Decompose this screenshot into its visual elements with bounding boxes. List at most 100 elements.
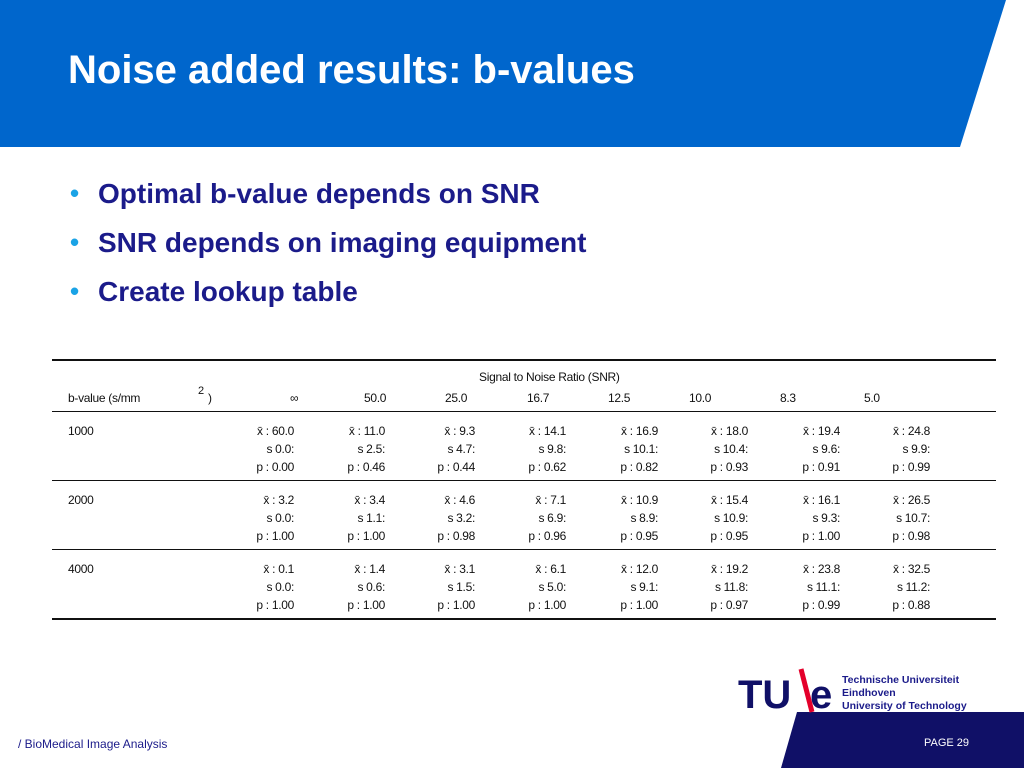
p-cell: p : 0.98 <box>892 529 930 543</box>
xbar-cell: x̄ : 19.2 <box>711 562 748 576</box>
p-cell: p : 1.00 <box>256 598 294 612</box>
s-cell: s 0.0: <box>266 511 294 525</box>
p-cell: p : 1.00 <box>437 598 475 612</box>
table-bottom-rule <box>52 618 996 620</box>
slide-title: Noise added results: b-values <box>68 48 635 92</box>
unit-superscript: 2 <box>198 385 204 397</box>
xbar-cell: x̄ : 0.1 <box>263 562 294 576</box>
xbar-cell: x̄ : 11.0 <box>348 424 385 438</box>
s-cell: s 10.1: <box>624 442 658 456</box>
xbar-cell: x̄ : 16.9 <box>621 424 658 438</box>
s-cell: s 0.0: <box>266 442 294 456</box>
s-cell: s 1.1: <box>357 511 385 525</box>
page-number: PAGE 29 <box>924 737 970 749</box>
snr-column-header: 5.0 <box>864 391 880 405</box>
xbar-cell: x̄ : 60.0 <box>257 424 294 438</box>
university-name: Technische Universiteit Eindhoven Univer… <box>842 674 967 713</box>
s-cell: s 11.1: <box>806 580 840 594</box>
bullet-text: SNR depends on imaging equipment <box>98 227 587 258</box>
logo-tu: TU <box>738 673 791 716</box>
university-line: Technische Universiteit <box>842 674 960 686</box>
s-cell: s 9.8: <box>538 442 566 456</box>
row-separator <box>52 480 996 481</box>
header-band <box>0 0 1006 147</box>
university-line: Eindhoven <box>842 687 896 699</box>
xbar-cell: x̄ : 26.5 <box>893 493 930 507</box>
p-cell: p : 0.97 <box>710 598 748 612</box>
s-cell: s 9.3: <box>812 511 840 525</box>
footer-course-label: / BioMedical Image Analysis <box>18 737 168 751</box>
snr-column-header: ∞ <box>290 391 299 405</box>
xbar-cell: x̄ : 32.5 <box>893 562 930 576</box>
xbar-cell: x̄ : 3.4 <box>354 493 385 507</box>
bullet-text: Optimal b-value depends on SNR <box>98 178 540 209</box>
xbar-cell: x̄ : 7.1 <box>535 493 566 507</box>
xbar-cell: x̄ : 9.3 <box>444 424 475 438</box>
xbar-cell: x̄ : 3.1 <box>444 562 475 576</box>
s-cell: s 1.5: <box>447 580 475 594</box>
xbar-cell: x̄ : 19.4 <box>803 424 840 438</box>
s-cell: s 10.7: <box>896 511 930 525</box>
p-cell: p : 1.00 <box>256 529 294 543</box>
table-header-rule <box>52 411 996 412</box>
s-cell: s 9.1: <box>630 580 658 594</box>
snr-column-header: 16.7 <box>527 391 550 405</box>
results-table: Signal to Noise Ratio (SNR) b-value (s/m… <box>52 359 996 621</box>
xbar-cell: x̄ : 4.6 <box>444 493 475 507</box>
row-separator <box>52 549 996 550</box>
p-cell: p : 0.91 <box>802 460 840 474</box>
bullet-text: Create lookup table <box>98 276 358 307</box>
bvalue-cell: 1000 <box>68 424 94 438</box>
xbar-cell: x̄ : 15.4 <box>711 493 748 507</box>
s-cell: s 11.2: <box>896 580 930 594</box>
bullet-icon: • <box>70 178 80 208</box>
p-cell: p : 0.95 <box>710 529 748 543</box>
university-line: University of Technology <box>842 700 967 712</box>
logo-e: e <box>810 673 832 716</box>
bullet-icon: • <box>70 227 80 257</box>
s-cell: s 9.6: <box>812 442 840 456</box>
p-cell: p : 0.88 <box>892 598 930 612</box>
tue-logo: TU e <box>738 668 832 716</box>
p-cell: p : 0.00 <box>256 460 294 474</box>
snr-group-header: Signal to Noise Ratio (SNR) <box>479 370 620 384</box>
bullet-item: • Create lookup table <box>70 276 586 325</box>
p-cell: p : 0.46 <box>347 460 385 474</box>
s-cell: s 5.0: <box>538 580 566 594</box>
p-cell: p : 0.82 <box>620 460 658 474</box>
snr-column-header: 12.5 <box>608 391 631 405</box>
s-cell: s 2.5: <box>357 442 385 456</box>
xbar-cell: x̄ : 23.8 <box>803 562 840 576</box>
bullet-list: • Optimal b-value depends on SNR • SNR dep… <box>70 178 586 325</box>
bvalue-cell: 2000 <box>68 493 94 507</box>
bullet-item: • Optimal b-value depends on SNR <box>70 178 586 227</box>
p-cell: p : 1.00 <box>620 598 658 612</box>
xbar-cell: x̄ : 14.1 <box>529 424 566 438</box>
bvalue-header: b-value (s/mm <box>68 391 141 405</box>
p-cell: p : 0.95 <box>620 529 658 543</box>
snr-column-header: 10.0 <box>689 391 712 405</box>
s-cell: s 6.9: <box>538 511 566 525</box>
bvalue-cell: 4000 <box>68 562 94 576</box>
p-cell: p : 0.44 <box>437 460 475 474</box>
xbar-cell: x̄ : 18.0 <box>711 424 748 438</box>
s-cell: s 4.7: <box>447 442 475 456</box>
s-cell: s 0.6: <box>357 580 385 594</box>
p-cell: p : 1.00 <box>347 529 385 543</box>
s-cell: s 10.4: <box>714 442 748 456</box>
snr-column-header: 25.0 <box>445 391 468 405</box>
unit-close: ) <box>208 391 212 405</box>
xbar-cell: x̄ : 12.0 <box>621 562 658 576</box>
xbar-cell: x̄ : 1.4 <box>354 562 385 576</box>
bullet-item: • SNR depends on imaging equipment <box>70 227 586 276</box>
snr-column-header: 8.3 <box>780 391 796 405</box>
p-cell: p : 0.98 <box>437 529 475 543</box>
p-cell: p : 1.00 <box>347 598 385 612</box>
p-cell: p : 0.99 <box>892 460 930 474</box>
p-cell: p : 0.62 <box>528 460 566 474</box>
s-cell: s 10.9: <box>714 511 748 525</box>
s-cell: s 0.0: <box>266 580 294 594</box>
s-cell: s 9.9: <box>902 442 930 456</box>
xbar-cell: x̄ : 16.1 <box>803 493 840 507</box>
table-top-rule <box>52 359 996 361</box>
